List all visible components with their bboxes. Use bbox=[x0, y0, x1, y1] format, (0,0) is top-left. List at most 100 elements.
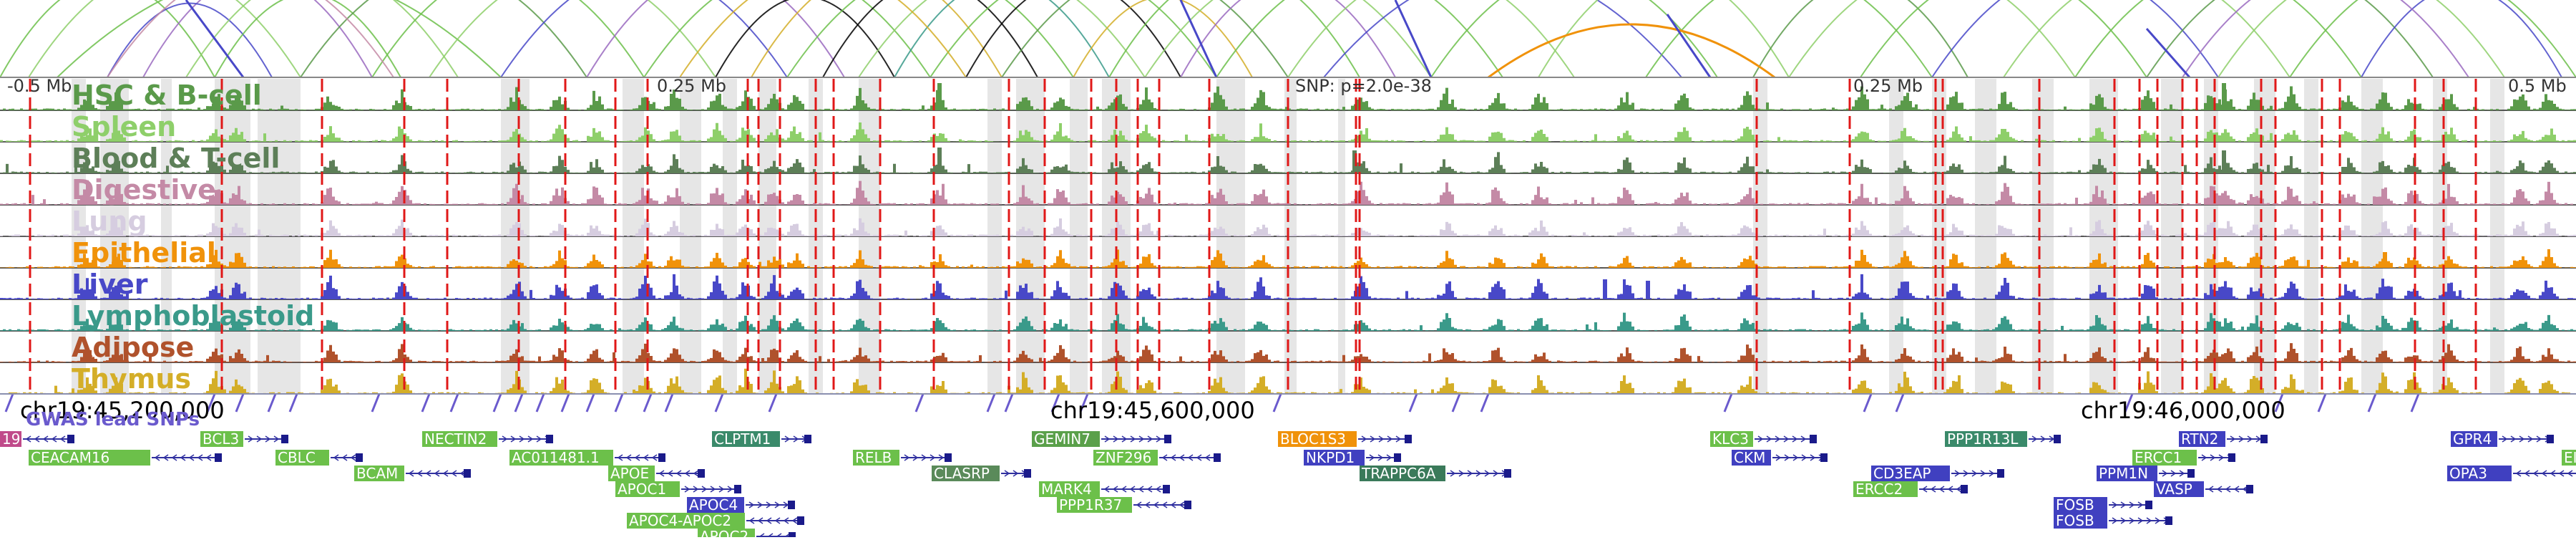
track-label-adipose[interactable]: Adipose bbox=[72, 332, 194, 363]
gene-apoc4[interactable]: APOC4 bbox=[687, 496, 795, 514]
gene-bloc1s3[interactable]: BLOC1S3 bbox=[1278, 430, 1412, 448]
track-label-lymphoblastoid[interactable]: Lymphoblastoid bbox=[72, 300, 314, 332]
strand-arrow bbox=[42, 435, 49, 443]
gene-klc3[interactable]: KLC3 bbox=[1710, 430, 1817, 448]
gene-ac011481.1[interactable]: AC011481.1 bbox=[509, 449, 665, 466]
track-label-thymus[interactable]: Thymus bbox=[72, 363, 191, 395]
interaction-arc bbox=[679, 0, 967, 78]
gene-fosb[interactable]: FOSB bbox=[2054, 512, 2172, 529]
gene-ppp1r37[interactable]: PPP1R37 bbox=[1057, 496, 1191, 514]
gene-label: ERCC2 bbox=[1855, 481, 1903, 498]
interaction-arc bbox=[1287, 0, 1575, 78]
gwas-snp-tick bbox=[643, 393, 653, 413]
track-labels: HSC & B-cell Spleen Blood & T-cell Diges… bbox=[72, 79, 314, 395]
gene-mark4[interactable]: MARK4 bbox=[1039, 481, 1170, 498]
gene-19[interactable]: 19 bbox=[0, 430, 74, 448]
gene-label-box bbox=[200, 431, 243, 447]
strand-arrow bbox=[710, 486, 716, 493]
gene-fosb[interactable]: FOSB bbox=[2054, 496, 2152, 514]
gene-opa3[interactable]: OPA3 bbox=[2447, 465, 2576, 482]
interaction-arc bbox=[1860, 0, 2147, 78]
gene-label-box bbox=[2054, 497, 2107, 513]
interaction-arc bbox=[0, 0, 215, 78]
gwas-snp-tick bbox=[371, 393, 381, 413]
gene-label: KLC3 bbox=[1712, 430, 1749, 448]
gene-cd3eap[interactable]: CD3EAP bbox=[1871, 465, 2004, 482]
gene-label: EI bbox=[2564, 449, 2576, 466]
gene-rtn2[interactable]: RTN2 bbox=[2179, 430, 2268, 448]
interaction-arc bbox=[1144, 0, 1432, 78]
interaction-arc bbox=[965, 0, 1181, 78]
strand-arrow bbox=[1187, 454, 1194, 461]
strand-arrow bbox=[1810, 454, 1816, 461]
track-label-blood-tcell[interactable]: Blood & T-cell bbox=[72, 143, 280, 174]
gene-znf296[interactable]: ZNF296 bbox=[1093, 449, 1221, 466]
interaction-line bbox=[185, 0, 245, 78]
strand-arrow bbox=[256, 435, 263, 443]
gene-apoc1[interactable]: APOC1 bbox=[615, 481, 741, 498]
gene-exon bbox=[1504, 469, 1511, 478]
strand-arrow bbox=[425, 470, 431, 477]
track-label-lung[interactable]: Lung bbox=[72, 206, 147, 237]
gene-apoe[interactable]: APOE bbox=[608, 465, 705, 482]
gene-vasp[interactable]: VASP bbox=[2154, 481, 2253, 498]
gene-apoc4-apoc2[interactable]: APOC4-APOC2 bbox=[627, 512, 804, 529]
gene-exon bbox=[788, 501, 795, 509]
gene-label-box bbox=[1039, 481, 1100, 497]
strand-arrow bbox=[2201, 454, 2207, 461]
gene-ckm[interactable]: CKM bbox=[1732, 449, 1828, 466]
gene-nectin2[interactable]: NECTIN2 bbox=[422, 430, 553, 448]
strand-arrow bbox=[1161, 501, 1168, 508]
gene-ppp1r13l[interactable]: PPP1R13L bbox=[1945, 430, 2061, 448]
gene-relb[interactable]: RELB bbox=[853, 449, 952, 466]
strand-arrow bbox=[2137, 517, 2144, 524]
gene-gpr4[interactable]: GPR4 bbox=[2451, 430, 2554, 448]
strand-arrow bbox=[643, 454, 649, 461]
gene-ppm1n[interactable]: PPM1N bbox=[2097, 465, 2195, 482]
gene-label-box bbox=[932, 466, 1000, 481]
track-label-digestive[interactable]: Digestive bbox=[72, 174, 216, 206]
strand-arrow bbox=[2040, 435, 2046, 443]
gene-bcam[interactable]: BCAM bbox=[354, 465, 471, 482]
track-label-epithelial[interactable]: Epithelial bbox=[72, 237, 216, 269]
gene-exon bbox=[698, 469, 705, 478]
gene-cblc[interactable]: CBLC bbox=[275, 449, 363, 466]
track-label-hsc-bcell[interactable]: HSC & B-cell bbox=[72, 79, 262, 111]
strand-arrow bbox=[774, 501, 781, 508]
gene-ercc1[interactable]: ERCC1 bbox=[2132, 449, 2235, 466]
gene-clasrp[interactable]: CLASRP bbox=[932, 465, 1031, 482]
gene-label-box bbox=[2132, 450, 2197, 466]
gene-trappc6a[interactable]: TRAPPC6A bbox=[1360, 465, 1511, 482]
track-signal bbox=[0, 274, 2576, 299]
interaction-arc bbox=[300, 0, 587, 78]
gene-ei[interactable]: EI bbox=[2562, 449, 2576, 466]
interaction-arc bbox=[2003, 0, 2290, 78]
gene-label: APOC4-APOC2 bbox=[629, 512, 731, 529]
track-label-liver[interactable]: Liver bbox=[72, 269, 148, 300]
gene-exon bbox=[67, 435, 74, 443]
strand-arrow bbox=[510, 435, 517, 443]
strand-arrow bbox=[2519, 435, 2525, 443]
gene-exon bbox=[1394, 453, 1401, 462]
strand-arrow bbox=[59, 435, 66, 443]
gene-clptm1[interactable]: CLPTM1 bbox=[712, 430, 811, 448]
strand-arrow bbox=[1467, 470, 1473, 477]
strand-arrow bbox=[1113, 435, 1119, 443]
gwas-snp-tick bbox=[2124, 393, 2134, 413]
strand-arrow bbox=[180, 454, 186, 461]
gene-label: RTN2 bbox=[2181, 430, 2218, 448]
strand-arrow bbox=[416, 470, 423, 477]
gene-ercc2[interactable]: ERCC2 bbox=[1853, 481, 1968, 498]
strand-arrow bbox=[350, 454, 356, 461]
gwas-snp-tick bbox=[1451, 393, 1461, 413]
strand-arrow bbox=[1121, 486, 1127, 493]
strand-arrow bbox=[34, 435, 40, 443]
gene-bcl3[interactable]: BCL3 bbox=[200, 430, 288, 448]
gene-nkpd1[interactable]: NKPD1 bbox=[1304, 449, 1401, 466]
track-label-spleen[interactable]: Spleen bbox=[72, 111, 176, 143]
gene-gemin7[interactable]: GEMIN7 bbox=[1032, 430, 1171, 448]
interaction-arc bbox=[1180, 0, 1396, 78]
gene-ceacam16[interactable]: CEACAM16 bbox=[29, 449, 222, 466]
